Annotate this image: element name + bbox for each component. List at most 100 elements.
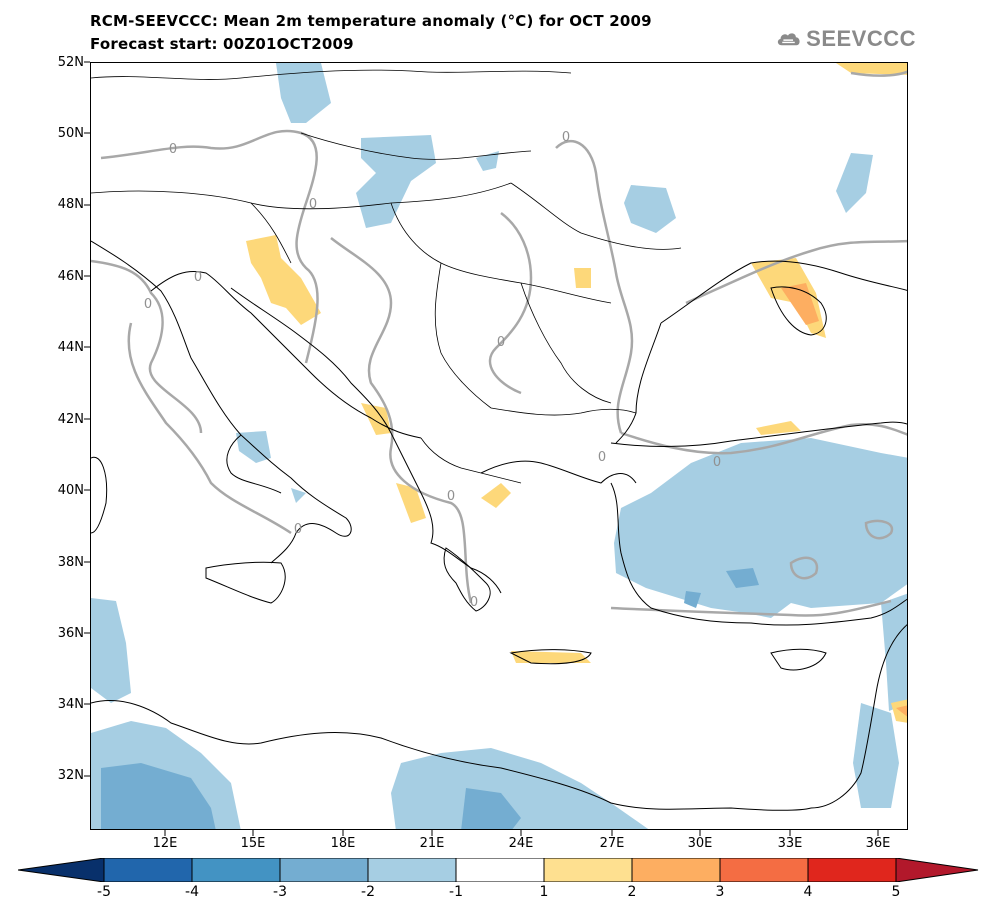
greece-peloponnese bbox=[443, 547, 491, 612]
contour-label: 0 bbox=[194, 270, 202, 285]
anomaly-region-romania bbox=[574, 268, 591, 288]
map-title: RCM-SEEVCCC: Mean 2m temperature anomaly… bbox=[90, 12, 652, 30]
anomaly-region-ukraine-west bbox=[476, 151, 499, 171]
colorbar-segment bbox=[895, 858, 979, 882]
aegean-north bbox=[480, 460, 637, 484]
contour-label: 0 bbox=[294, 522, 302, 537]
lat-tick-label: 38N bbox=[57, 555, 84, 570]
anomaly-region-egypt-core bbox=[461, 788, 521, 829]
anomaly-region-levant bbox=[853, 703, 899, 808]
contour-line bbox=[127, 322, 292, 535]
lat-tick-label: 44N bbox=[57, 340, 84, 355]
contour-label: 0 bbox=[562, 130, 570, 145]
anomaly-region-italy-2 bbox=[291, 488, 306, 503]
border-line bbox=[434, 262, 492, 409]
border-line bbox=[520, 282, 612, 404]
colorbar-segment bbox=[367, 858, 457, 882]
colorbar-tick-label: -3 bbox=[273, 884, 287, 900]
colorbar-tick-label: -4 bbox=[185, 884, 199, 900]
sicily bbox=[205, 561, 286, 604]
lon-tick-label: 30E bbox=[687, 836, 713, 851]
border-line bbox=[510, 182, 682, 250]
contour-line bbox=[789, 556, 819, 580]
lon-tick-label: 24E bbox=[508, 836, 534, 851]
anomaly-region-libya-core bbox=[101, 763, 216, 829]
lat-tick-label: 50N bbox=[57, 126, 84, 141]
turkey-coast bbox=[610, 482, 907, 626]
colorbar-tick-label: 4 bbox=[803, 884, 813, 900]
contour-line bbox=[610, 599, 892, 617]
colorbar-segment bbox=[543, 858, 633, 882]
anomaly-region-greece bbox=[481, 483, 511, 508]
border-line bbox=[91, 69, 572, 80]
contour-labels: 0 0 0 0 0 0 0 0 0 0 0 bbox=[144, 130, 721, 610]
strong-negative-regions bbox=[101, 568, 759, 829]
turkey-north-coast bbox=[610, 421, 907, 448]
contour-line bbox=[685, 239, 907, 305]
anomaly-region-turkey bbox=[614, 438, 907, 618]
lat-tick-label: 52N bbox=[57, 55, 84, 70]
levant-coast bbox=[810, 624, 907, 809]
balkan-coast bbox=[230, 287, 502, 594]
colorbar-tick-label: 3 bbox=[715, 884, 725, 900]
colorbar-segment bbox=[103, 858, 193, 882]
colorbar-segment bbox=[719, 858, 809, 882]
crimea-coast bbox=[770, 286, 827, 336]
colorbar-segment bbox=[455, 858, 545, 882]
anomaly-map: 0 0 0 0 0 0 0 0 0 0 0 bbox=[90, 62, 908, 830]
sardinia bbox=[91, 456, 108, 534]
crete bbox=[509, 649, 592, 665]
border-line bbox=[420, 437, 522, 484]
lat-tick-label: 40N bbox=[57, 483, 84, 498]
cloud-icon bbox=[777, 33, 800, 46]
anomaly-region-west-edge bbox=[91, 598, 131, 703]
contour-label: 0 bbox=[144, 297, 152, 312]
colorbar bbox=[18, 858, 979, 882]
contour-line bbox=[555, 139, 634, 434]
contour-line bbox=[488, 212, 533, 395]
lon-tick-label: 15E bbox=[240, 836, 266, 851]
map-canvas: 0 0 0 0 0 0 0 0 0 0 0 bbox=[91, 63, 907, 829]
contour-line bbox=[850, 70, 907, 77]
contour-label: 0 bbox=[447, 489, 455, 504]
lat-tick-label: 36N bbox=[57, 626, 84, 641]
anomaly-region-east-edge bbox=[881, 593, 907, 711]
lon-tick-label: 36E bbox=[865, 836, 891, 851]
anomaly-region-north-edge bbox=[836, 63, 907, 75]
anomaly-region-moldova bbox=[624, 185, 676, 233]
lon-tick-label: 33E bbox=[777, 836, 803, 851]
colorbar-tick-label: 5 bbox=[891, 884, 901, 900]
lat-tick-label: 34N bbox=[57, 697, 84, 712]
lon-tick-label: 18E bbox=[330, 836, 356, 851]
anomaly-region-levant-pos bbox=[891, 699, 907, 723]
contour-line bbox=[864, 519, 894, 540]
anomaly-region-east bbox=[836, 153, 873, 213]
africa-coast bbox=[91, 700, 812, 811]
colorbar-tick-label: -5 bbox=[97, 884, 111, 900]
colorbar-tick-label: -2 bbox=[361, 884, 375, 900]
zero-contours bbox=[91, 70, 907, 617]
lon-tick-label: 12E bbox=[152, 836, 178, 851]
logo-text: SEEVCCC bbox=[806, 26, 916, 51]
positive-anomaly-regions-strong bbox=[781, 283, 907, 717]
lat-tick-label: 42N bbox=[57, 412, 84, 427]
lon-tick-label: 21E bbox=[419, 836, 445, 851]
anomaly-region-slovenia bbox=[246, 235, 321, 325]
cyprus bbox=[770, 648, 827, 671]
contour-line bbox=[91, 259, 203, 434]
lat-tick-label: 46N bbox=[57, 269, 84, 284]
map-subtitle: Forecast start: 00Z01OCT2009 bbox=[90, 35, 354, 53]
colorbar-segment bbox=[191, 858, 281, 882]
colorbar-segment bbox=[807, 858, 897, 882]
border-line bbox=[390, 202, 612, 304]
contour-label: 0 bbox=[497, 335, 505, 350]
lat-tick-label: 32N bbox=[57, 768, 84, 783]
contour-label: 0 bbox=[309, 197, 317, 212]
anomaly-region-egypt bbox=[391, 748, 649, 829]
border-line bbox=[490, 407, 637, 416]
contour-label: 0 bbox=[470, 595, 478, 610]
contour-line bbox=[330, 237, 473, 604]
anomaly-region-turkey-north bbox=[756, 421, 801, 435]
border-line bbox=[91, 182, 512, 210]
